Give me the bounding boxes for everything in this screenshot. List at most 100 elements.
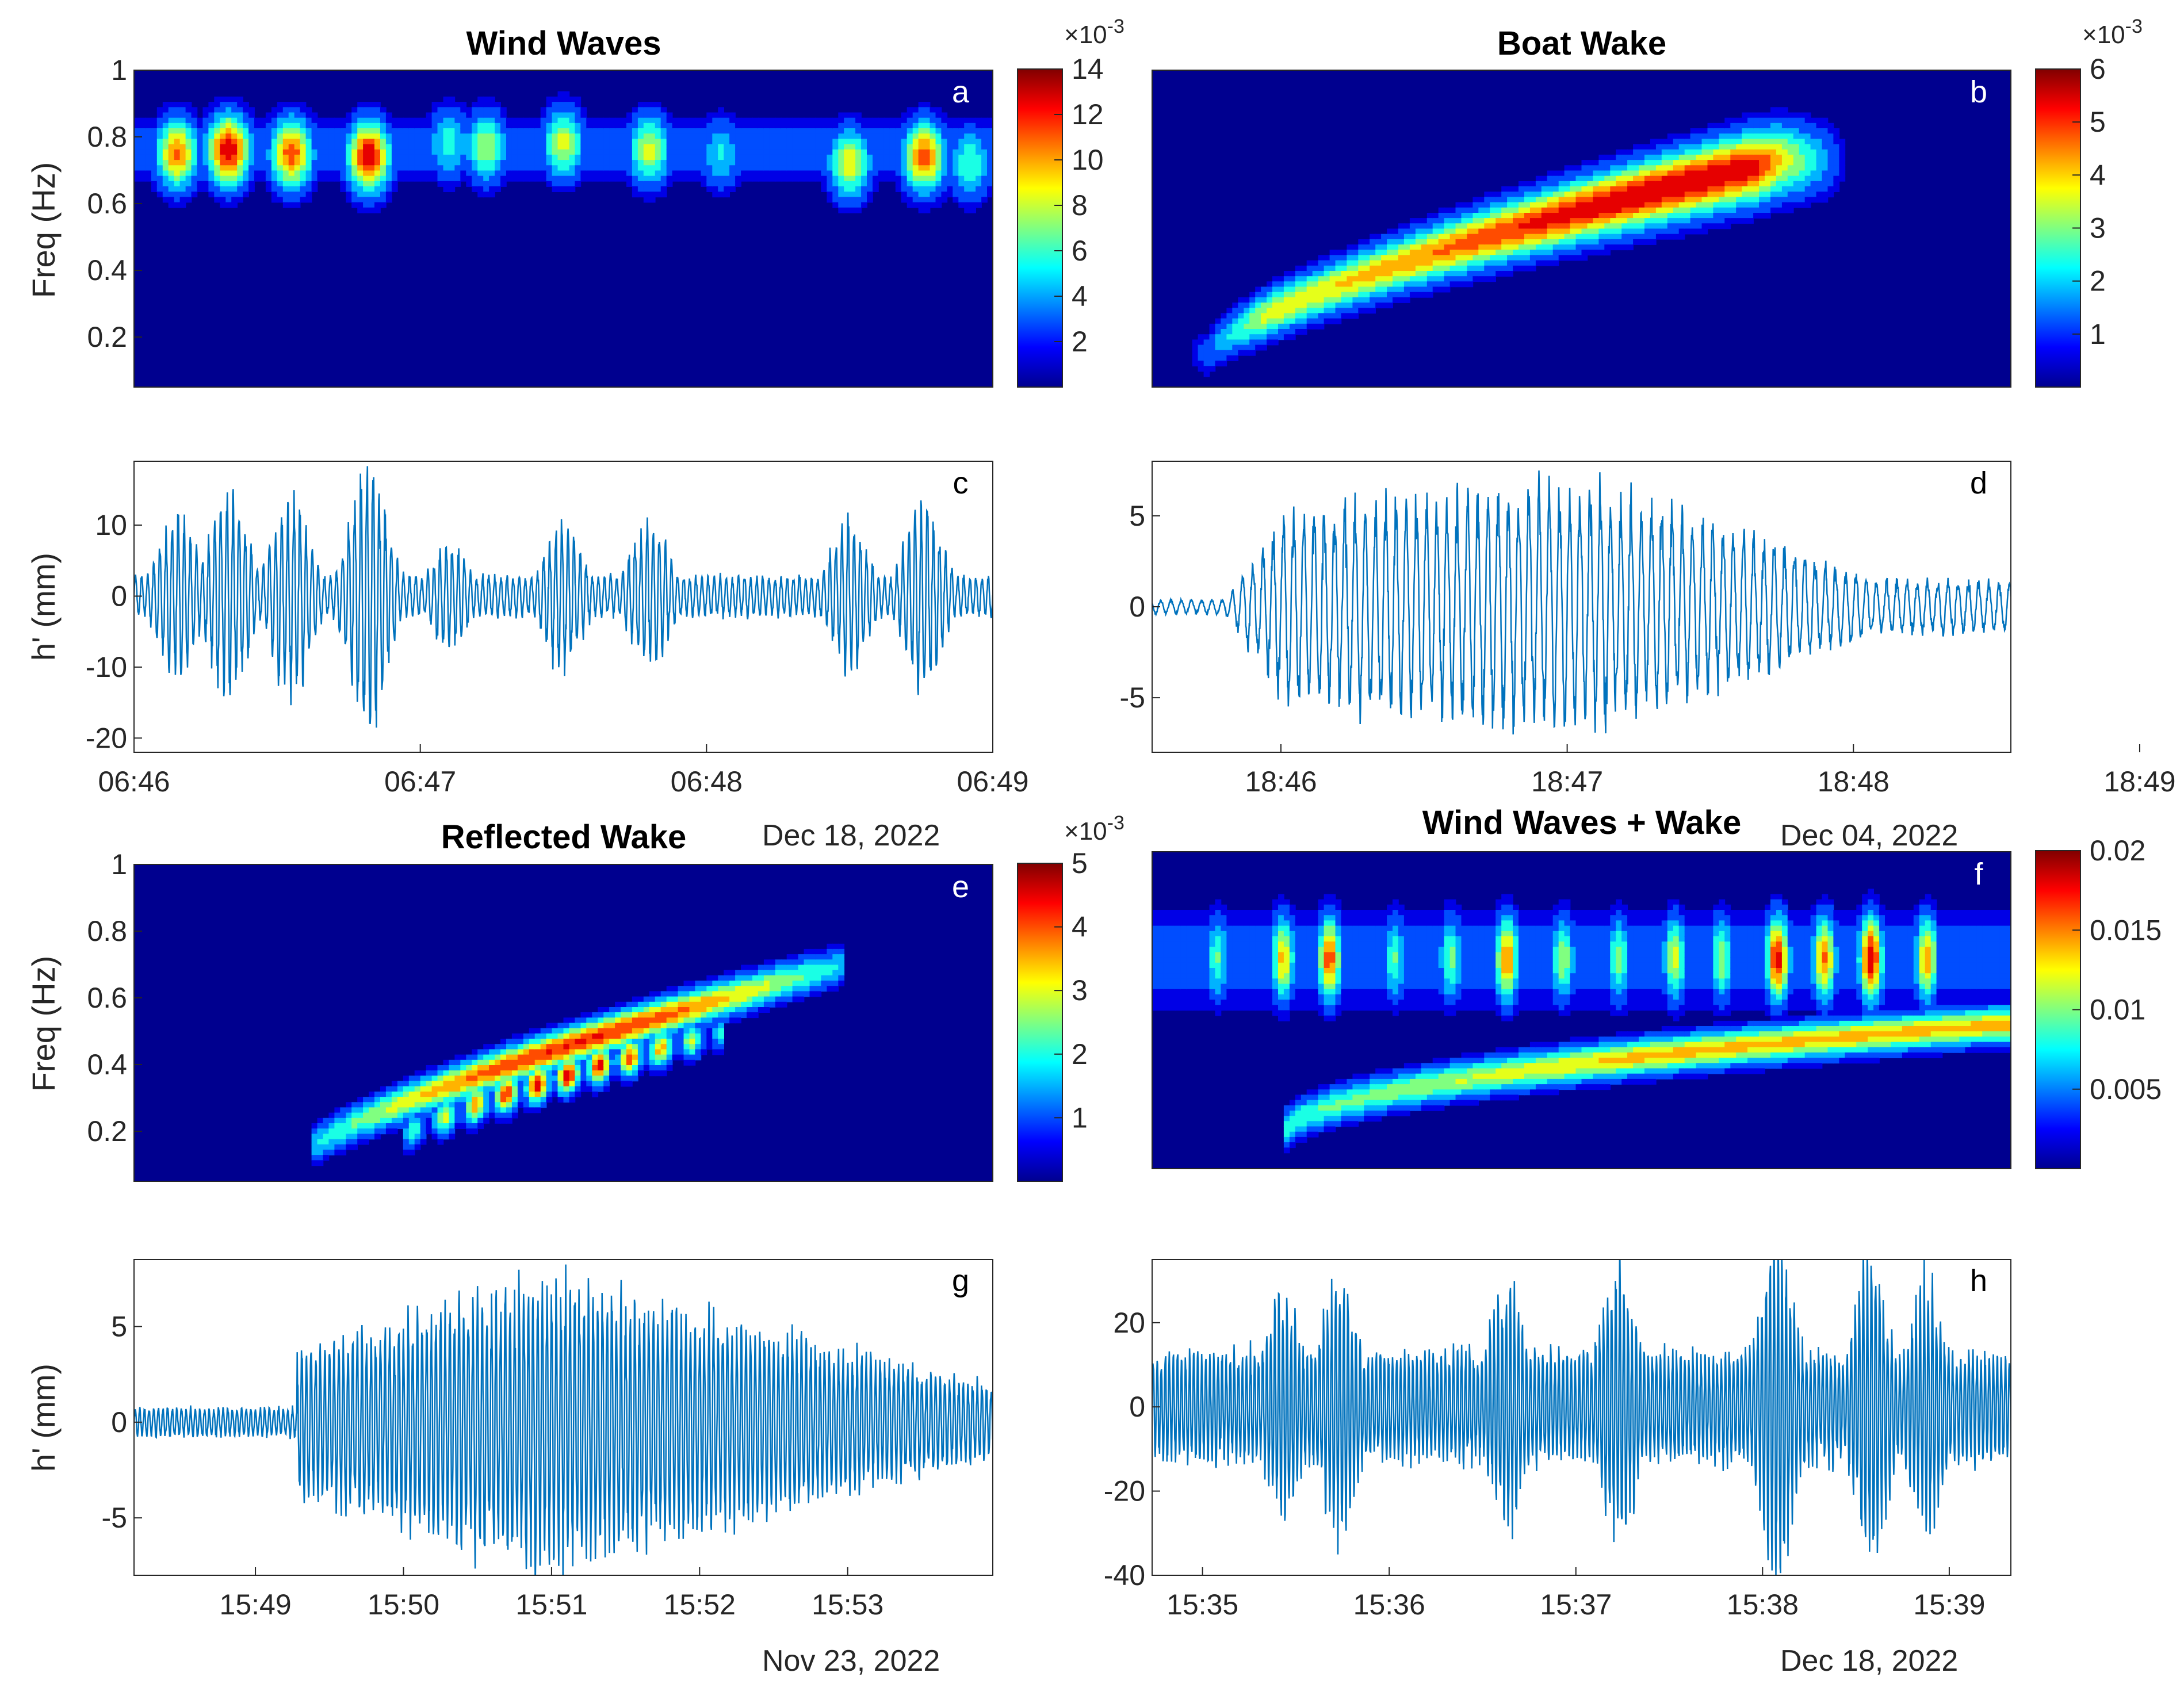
- spectrogram-cell: [174, 133, 181, 140]
- spectrogram-cell: [420, 154, 427, 160]
- spectrogram-cell: [472, 107, 478, 113]
- spectrogram-cell: [1267, 286, 1273, 293]
- spectrogram-cell: [976, 117, 982, 124]
- panel-b-letter: b: [1970, 75, 1987, 109]
- spectrogram-cell: [534, 175, 541, 182]
- spectrogram-cell: [873, 133, 879, 140]
- spectrogram-cell: [672, 128, 679, 134]
- spectrogram-cell: [397, 1097, 404, 1103]
- spectrogram-cell: [437, 1070, 444, 1077]
- spectrogram-cell: [1781, 144, 1788, 150]
- spectrogram-cell: [1661, 170, 1668, 177]
- spectrogram-cell: [495, 1091, 501, 1097]
- spectrogram-cell: [174, 192, 181, 198]
- spectrogram-cell: [1472, 239, 1479, 245]
- spectrogram-cell: [1667, 170, 1674, 177]
- spectrogram-cell: [231, 186, 238, 192]
- spectrogram-cell: [1564, 181, 1571, 187]
- spectrogram-cell: [472, 1081, 478, 1087]
- spectrogram-cell: [1335, 276, 1342, 282]
- spectrogram-cell: [1719, 223, 1726, 229]
- spectrogram-cell: [781, 165, 787, 171]
- spectrogram-cell: [901, 175, 908, 182]
- spectrogram-cell: [517, 1086, 524, 1092]
- spectrogram-cell: [850, 128, 856, 134]
- spectrogram-cell: [1678, 218, 1685, 224]
- spectrogram-cell: [168, 123, 175, 129]
- spectrogram-cell: [1581, 218, 1588, 224]
- spectrogram-cell: [1261, 286, 1267, 293]
- spectrogram-cell: [1324, 265, 1330, 271]
- spectrogram-cell: [758, 128, 764, 134]
- spectrogram-cell: [1667, 175, 1674, 182]
- spectrogram-cell: [563, 149, 570, 155]
- spectrogram-cell: [357, 202, 364, 208]
- spectrogram-cell: [855, 144, 862, 150]
- spectrogram-cell: [1278, 334, 1284, 340]
- spectrogram-cell: [1827, 149, 1834, 155]
- spectrogram-cell: [517, 1091, 524, 1097]
- spectrogram-cell: [179, 149, 186, 155]
- spectrogram-cell: [575, 1033, 582, 1039]
- spectrogram-cell: [506, 1081, 512, 1087]
- spectrogram-cell: [804, 149, 810, 155]
- spectrogram-cell: [1770, 202, 1777, 208]
- spectrogram-cell: [1816, 128, 1823, 134]
- spectrogram-cell: [1432, 239, 1439, 245]
- spectrogram-cell: [1816, 133, 1823, 140]
- spectrogram-cell: [1633, 234, 1639, 240]
- spectrogram-cell: [815, 165, 822, 171]
- spectrogram-cell: [1833, 181, 1840, 187]
- spectrogram-cell: [185, 128, 192, 134]
- spectrogram-cell: [1776, 197, 1783, 203]
- spectrogram-cell: [397, 149, 404, 155]
- spectrogram-cell: [1272, 318, 1279, 324]
- spectrogram-cell: [809, 154, 816, 160]
- spectrogram-cell: [317, 144, 324, 150]
- spectrogram-cell: [1547, 244, 1554, 251]
- spectrogram-cell: [357, 1134, 364, 1140]
- spectrogram-cell: [552, 112, 559, 118]
- spectrogram-cell: [1781, 170, 1788, 177]
- spectrogram-cell: [431, 1075, 438, 1082]
- spectrogram-cell: [1684, 197, 1691, 203]
- spectrogram-cell: [861, 186, 867, 192]
- spectrogram-cell: [1381, 297, 1387, 303]
- spectrogram-cell: [1673, 175, 1680, 182]
- spectrogram-cell: [935, 186, 942, 192]
- spectrogram-cell: [1558, 218, 1565, 224]
- spectrogram-cell: [1678, 181, 1685, 187]
- spectrogram-cell: [1684, 186, 1691, 192]
- spectrogram-cell: [649, 181, 656, 187]
- panel-a-letter: a: [952, 75, 970, 109]
- spectrogram-cell: [328, 1117, 335, 1124]
- spectrogram-cell: [1719, 128, 1726, 134]
- spectrogram-cell: [1759, 128, 1765, 134]
- spectrogram-cell: [369, 1097, 375, 1103]
- spectrogram-cell: [1673, 218, 1680, 224]
- spectrogram-cell: [140, 117, 146, 124]
- spectrogram-cell: [1696, 218, 1703, 224]
- spectrogram-cell: [706, 165, 713, 171]
- spectrogram-cell: [1478, 250, 1485, 256]
- spectrogram-cell: [1438, 244, 1445, 251]
- spectrogram-cell: [970, 154, 976, 160]
- spectrogram-cell: [1765, 181, 1771, 187]
- spectrogram-cell: [145, 144, 152, 150]
- spectrogram-cell: [443, 117, 450, 124]
- spectrogram-cell: [483, 1112, 489, 1119]
- spectrogram-cell: [1627, 239, 1634, 245]
- spectrogram-cell: [924, 144, 931, 150]
- spectrogram-cell: [958, 186, 965, 192]
- spectrogram-cell: [1570, 186, 1577, 192]
- spectrogram-cell: [466, 107, 473, 113]
- spectrogram-cell: [552, 133, 559, 140]
- spectrogram-cell: [775, 160, 782, 166]
- spectrogram-cell: [924, 207, 931, 213]
- spectrogram-cell: [935, 160, 942, 166]
- spectrogram-cell: [145, 149, 152, 155]
- spectrogram-cell: [557, 1075, 564, 1082]
- spectrogram-cell: [632, 123, 638, 129]
- spectrogram-cell: [334, 165, 341, 171]
- spectrogram-cell: [1524, 218, 1531, 224]
